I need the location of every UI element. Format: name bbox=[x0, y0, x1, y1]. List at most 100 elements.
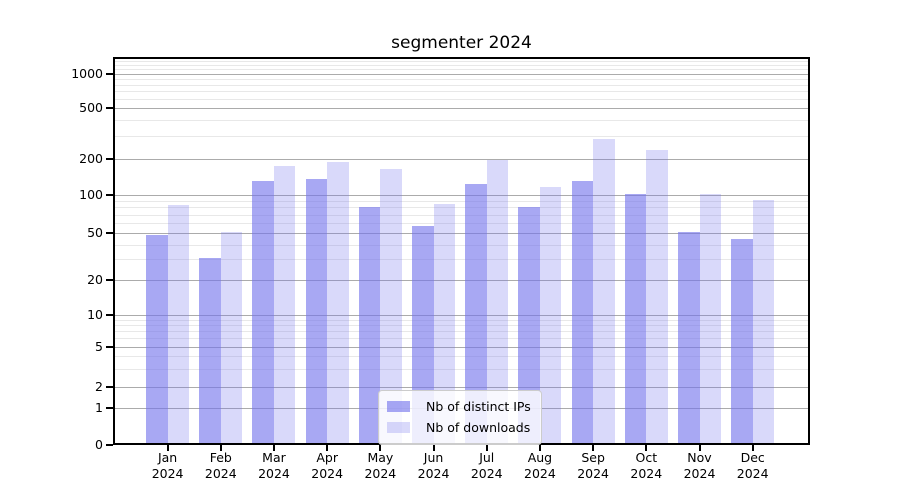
gridline-minor-1200 bbox=[115, 65, 808, 67]
x-tick-may bbox=[379, 445, 382, 451]
bar-nb-of-distinct-ips-oct bbox=[624, 194, 647, 445]
x-tick-feb bbox=[219, 445, 222, 451]
x-tick-label-month: Feb bbox=[209, 450, 232, 465]
gridline-minor-700 bbox=[115, 91, 808, 93]
gridline-major-50 bbox=[115, 233, 808, 235]
y-tick-label-20: 20 bbox=[87, 272, 103, 287]
x-tick-label-month: Sep bbox=[581, 450, 605, 465]
gridline-minor-400 bbox=[115, 120, 808, 122]
y-tick-label-500: 500 bbox=[79, 100, 103, 115]
x-tick-label-year: 2024 bbox=[364, 465, 397, 481]
bar-nb-of-distinct-ips-nov bbox=[678, 232, 700, 445]
y-tick-label-100: 100 bbox=[79, 187, 103, 202]
x-tick-label-year: 2024 bbox=[470, 465, 503, 481]
bar-nb-of-distinct-ips-feb bbox=[199, 257, 221, 445]
x-tick-label-year: 2024 bbox=[311, 465, 344, 481]
x-tick-label-month: Oct bbox=[635, 450, 658, 465]
x-tick-label-month: Apr bbox=[316, 450, 338, 465]
gridline-minor-70 bbox=[115, 214, 808, 216]
bar-nb-of-downloads-jul bbox=[486, 160, 509, 445]
y-tick-20 bbox=[106, 279, 113, 281]
bar-nb-of-distinct-ips-mar bbox=[252, 180, 274, 445]
x-tick-label-may: May 2024 bbox=[348, 450, 412, 481]
gridline-major-10 bbox=[115, 315, 808, 316]
y-tick-1000 bbox=[106, 73, 113, 75]
gridline-minor-6 bbox=[115, 338, 808, 340]
gridline-minor-30 bbox=[115, 259, 808, 261]
x-tick-label-year: 2024 bbox=[683, 465, 716, 481]
y-tick-500 bbox=[106, 107, 113, 109]
y-tick-label-0: 0 bbox=[95, 437, 103, 452]
gridline-minor-4 bbox=[115, 356, 808, 358]
y-tick-label-10: 10 bbox=[87, 307, 103, 322]
x-tick-label-jul: Jul 2024 bbox=[455, 450, 519, 481]
gridline-minor-1300 bbox=[115, 61, 808, 63]
y-tick-2 bbox=[106, 385, 113, 388]
bar-nb-of-distinct-ips-may bbox=[358, 207, 381, 445]
x-tick-label-month: Aug bbox=[527, 450, 553, 465]
y-tick-label-2: 2 bbox=[95, 378, 103, 394]
legend-label-downloads: Nb of downloads bbox=[426, 420, 531, 435]
bar-nb-of-downloads-jan bbox=[167, 204, 190, 445]
y-tick-200 bbox=[106, 158, 113, 160]
gridline-minor-8 bbox=[115, 325, 808, 327]
gridline-minor-90 bbox=[115, 200, 808, 202]
y-tick-label-1000: 1000 bbox=[71, 66, 103, 81]
chart-title: segmenter 2024 bbox=[391, 33, 532, 53]
bar-nb-of-downloads-nov bbox=[699, 194, 721, 445]
bar-nb-of-downloads-may bbox=[380, 168, 402, 445]
y-tick-10 bbox=[106, 314, 113, 316]
x-tick-label-sep: Sep 2024 bbox=[561, 450, 625, 481]
x-tick-label-month: Jun bbox=[423, 450, 444, 465]
x-tick-jul bbox=[485, 445, 488, 451]
y-tick-5 bbox=[106, 345, 113, 348]
bar-nb-of-distinct-ips-sep bbox=[571, 180, 594, 445]
gridline-major-20 bbox=[115, 280, 808, 281]
bar-nb-of-downloads-aug bbox=[539, 187, 562, 445]
bar-nb-of-downloads-apr bbox=[327, 161, 349, 445]
legend-swatch-downloads bbox=[387, 422, 410, 433]
y-tick-50 bbox=[106, 232, 113, 235]
y-tick-0 bbox=[106, 444, 113, 446]
x-tick-label-year: 2024 bbox=[577, 465, 610, 481]
gridline-major-2 bbox=[115, 386, 808, 388]
x-tick-label-aug: Aug 2024 bbox=[508, 450, 572, 481]
x-tick-label-oct: Oct 2024 bbox=[614, 450, 678, 481]
x-tick-nov bbox=[698, 445, 701, 451]
gridline-major-500 bbox=[115, 108, 808, 109]
x-tick-mar bbox=[272, 445, 275, 451]
x-tick-sep bbox=[592, 445, 595, 451]
x-tick-label-apr: Apr 2024 bbox=[295, 450, 359, 481]
x-tick-label-year: 2024 bbox=[630, 465, 663, 481]
x-tick-label-year: 2024 bbox=[417, 465, 450, 481]
x-tick-label-year: 2024 bbox=[736, 465, 769, 481]
x-tick-label-jun: Jun 2024 bbox=[402, 450, 466, 481]
x-tick-label-month: Nov bbox=[687, 450, 712, 465]
x-tick-label-dec: Dec 2024 bbox=[721, 450, 785, 481]
bar-nb-of-downloads-mar bbox=[273, 165, 296, 445]
x-tick-aug bbox=[538, 445, 541, 451]
legend-item-downloads: Nb of downloads bbox=[387, 417, 531, 438]
legend-label-distinct-ips: Nb of distinct IPs bbox=[426, 399, 531, 414]
bar-nb-of-distinct-ips-apr bbox=[305, 179, 328, 445]
legend-swatch-distinct-ips bbox=[387, 401, 410, 412]
gridline-minor-7 bbox=[115, 331, 808, 333]
x-tick-label-month: Jan bbox=[157, 450, 178, 465]
gridline-minor-900 bbox=[115, 79, 808, 81]
gridline-minor-80 bbox=[115, 207, 808, 209]
x-tick-jan bbox=[166, 445, 169, 451]
bar-nb-of-downloads-feb bbox=[220, 232, 243, 445]
legend: Nb of distinct IPs Nb of downloads bbox=[378, 390, 542, 445]
x-tick-label-year: 2024 bbox=[258, 465, 290, 481]
x-tick-label-mar: Mar 2024 bbox=[242, 450, 306, 481]
gridline-minor-3 bbox=[115, 368, 808, 370]
x-tick-label-month: Jul bbox=[479, 450, 495, 465]
gridline-minor-600 bbox=[115, 99, 808, 101]
bar-nb-of-downloads-oct bbox=[646, 150, 668, 445]
gridline-minor-9 bbox=[115, 319, 808, 321]
legend-item-distinct-ips: Nb of distinct IPs bbox=[387, 396, 531, 417]
gridline-minor-1100 bbox=[115, 69, 808, 71]
y-tick-label-5: 5 bbox=[95, 338, 103, 354]
x-tick-label-jan: Jan 2024 bbox=[136, 450, 200, 481]
